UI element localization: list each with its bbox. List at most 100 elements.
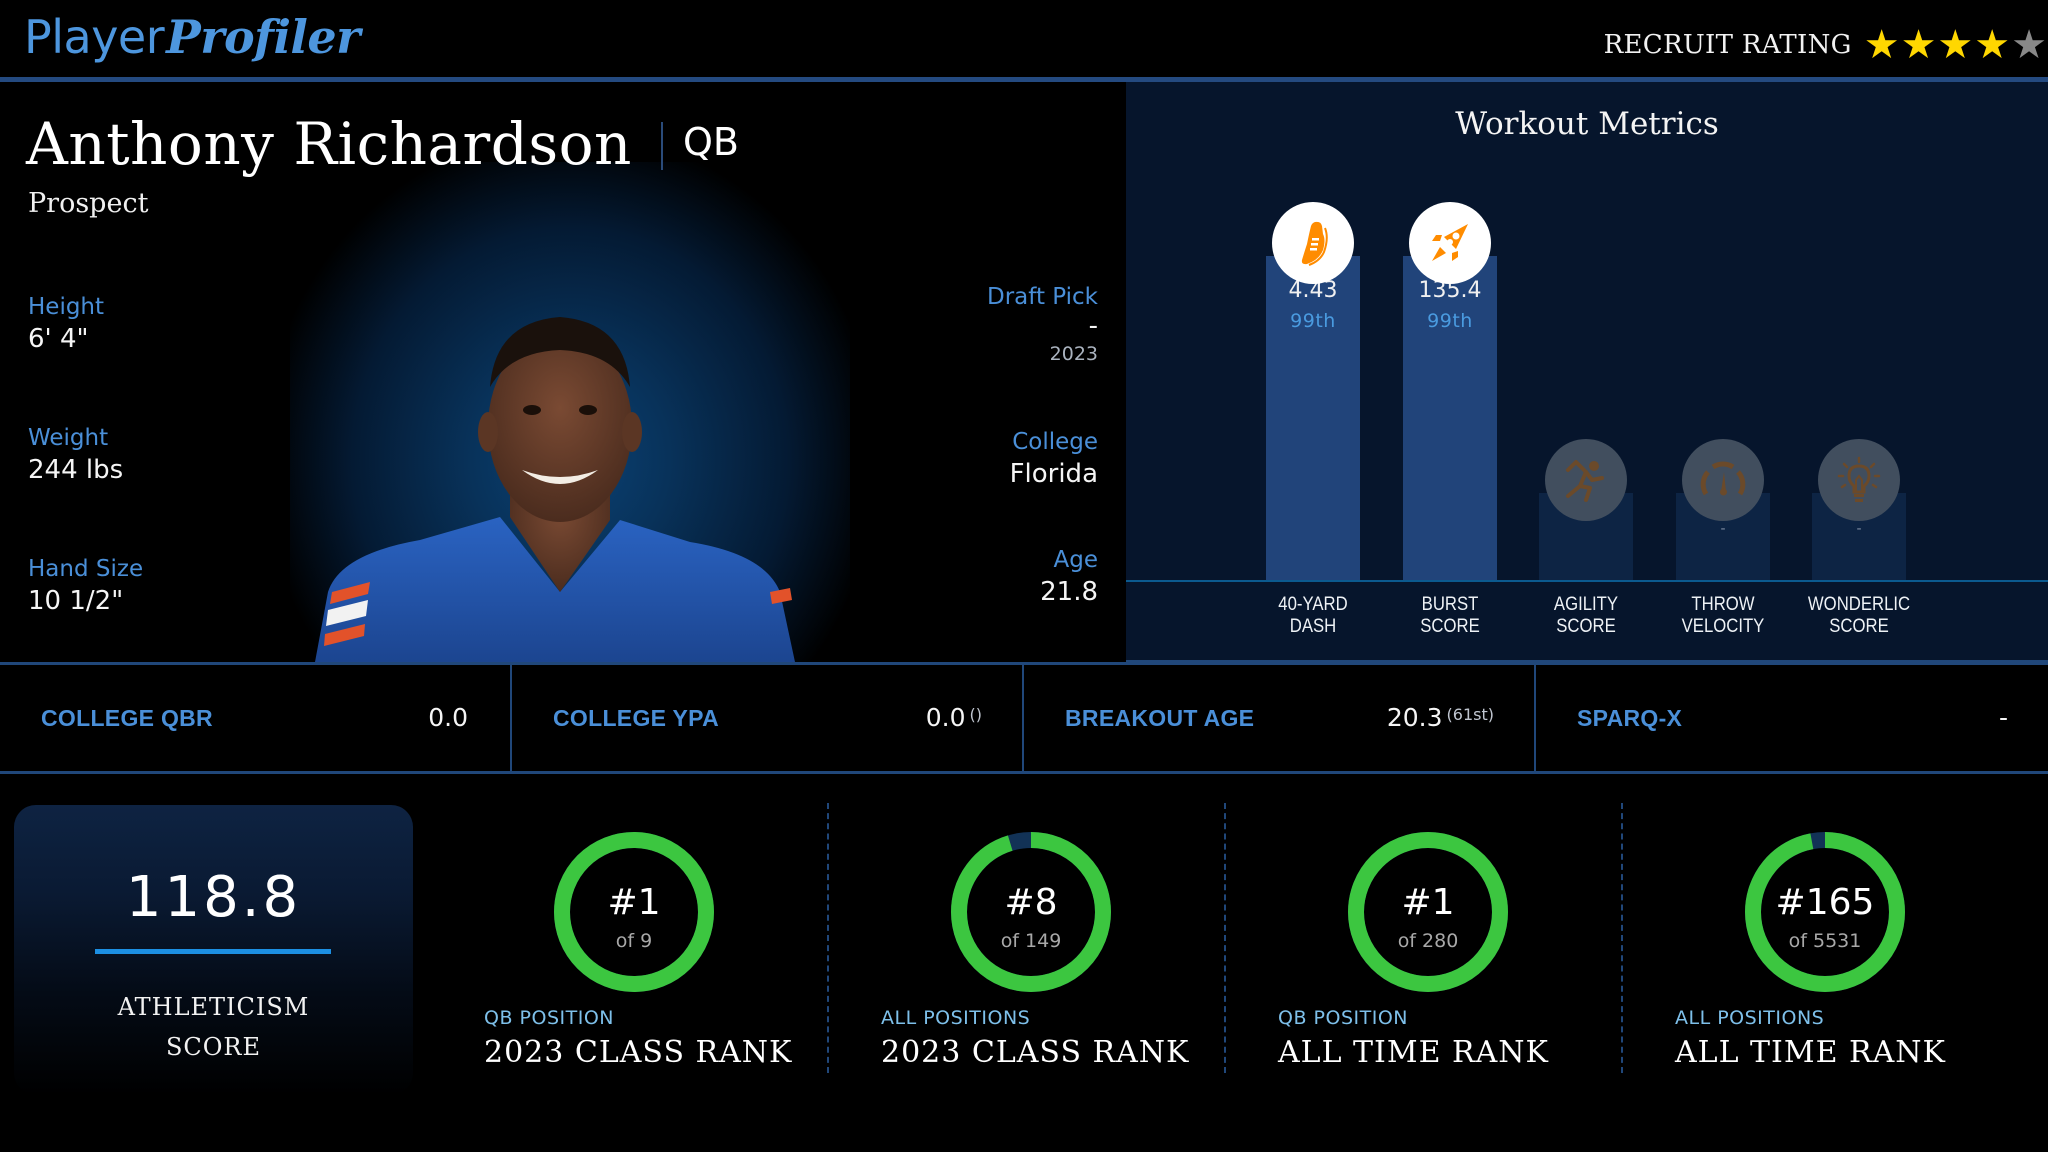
stat-value: Florida bbox=[1009, 459, 1098, 489]
metric-label-line-1: 40-YARD bbox=[1278, 594, 1348, 615]
metric-label-line-1: AGILITY bbox=[1553, 594, 1619, 615]
metric-bar-burst[interactable]: 135.4 99th bbox=[1403, 256, 1497, 580]
cell-value: 0.0() bbox=[926, 703, 982, 732]
player-profiler-logo[interactable]: PlayerProfiler bbox=[24, 10, 360, 64]
stat-cell-sparq-x: SPARQ-X - bbox=[1536, 665, 2048, 771]
stat-value: - bbox=[1088, 311, 1098, 341]
star-empty-icon: ★ bbox=[2011, 22, 2047, 68]
stat-cell-college-ypa: COLLEGE YPA 0.0() bbox=[512, 665, 1024, 771]
rankings-section: 118.8 ATHLETICISM SCORE #1 of 9 QB POSITIO… bbox=[0, 775, 2048, 1152]
rank-subtitle: ALL POSITIONS bbox=[881, 1007, 1031, 1029]
cell-label: COLLEGE QBR bbox=[41, 705, 213, 731]
star-filled-icon: ★ bbox=[1937, 22, 1974, 68]
rank-title: 2023 CLASS RANK bbox=[881, 1035, 1190, 1070]
star-filled-icon: ★ bbox=[1900, 22, 1937, 68]
logo-text-profiler: Profiler bbox=[166, 10, 360, 64]
stat-value: 10 1/2" bbox=[28, 586, 124, 616]
metric-label-line-1: WONDERLIC bbox=[1807, 594, 1911, 615]
rank-total: of 280 bbox=[1397, 930, 1459, 952]
rank-ring-icon bbox=[1348, 832, 1508, 992]
cell-value-main: - bbox=[1998, 703, 2008, 732]
stat-hand-size: Hand Size 10 1/2" bbox=[28, 554, 143, 618]
athleticism-score-card: 118.8 ATHLETICISM SCORE bbox=[14, 805, 413, 1095]
player-position: QB bbox=[683, 120, 739, 164]
player-bio-panel: Anthony Richardson QB Prospect Height 6'… bbox=[0, 82, 1126, 662]
rank-title: ALL TIME RANK bbox=[1675, 1035, 1946, 1070]
rank-title: ALL TIME RANK bbox=[1278, 1035, 1549, 1070]
athleticism-score-value: 118.8 bbox=[125, 865, 302, 930]
metric-label-line-2: VELOCITY bbox=[1681, 616, 1765, 637]
name-position-divider bbox=[661, 122, 663, 170]
metric-label: THROW VELOCITY bbox=[1653, 594, 1794, 638]
workout-metrics-title: Workout Metrics bbox=[1455, 106, 1719, 142]
metric-label: AGILITY SCORE bbox=[1516, 594, 1657, 638]
metric-label: 40-YARD DASH bbox=[1243, 594, 1384, 638]
rank-number: #165 bbox=[1775, 882, 1875, 923]
rank-ring-icon bbox=[554, 832, 714, 992]
recruit-rating: RECRUIT RATING ★★★★★ bbox=[1604, 24, 2048, 66]
stat-weight: Weight 244 lbs bbox=[28, 423, 123, 487]
stat-sub: 2023 bbox=[1049, 343, 1098, 365]
cell-value-main: 0.0 bbox=[428, 703, 468, 732]
star-filled-icon: ★ bbox=[1863, 22, 1900, 68]
cell-value-main: 0.0 bbox=[925, 703, 966, 732]
running-shoe-icon bbox=[1272, 202, 1354, 284]
rank-subtitle: QB POSITION bbox=[484, 1007, 614, 1029]
athleticism-underline bbox=[95, 949, 331, 954]
metric-bar-40-yard[interactable]: 4.43 99th bbox=[1266, 256, 1360, 580]
rank-divider bbox=[1621, 803, 1623, 1073]
metric-label-line-2: SCORE bbox=[1420, 616, 1480, 637]
logo-text-player: Player bbox=[24, 10, 165, 64]
cell-label: SPARQ-X bbox=[1577, 705, 1683, 731]
stat-age: Age 21.8 bbox=[1040, 545, 1098, 609]
cell-value: 0.0 bbox=[428, 703, 468, 732]
athleticism-score-label: ATHLETICISM SCORE bbox=[14, 987, 413, 1067]
rank-ring-icon bbox=[1745, 832, 1905, 992]
rank-divider bbox=[827, 803, 829, 1073]
top-header: PlayerProfiler RECRUIT RATING ★★★★★ bbox=[0, 0, 2048, 78]
lightbulb-icon bbox=[1818, 439, 1900, 521]
rank-block-3: #1 of 280 QB POSITION ALL TIME RANK bbox=[1224, 775, 1621, 1152]
stat-value: 244 lbs bbox=[28, 455, 124, 485]
cell-value-main: 20.3 bbox=[1386, 703, 1443, 732]
label-line-1: ATHLETICISM bbox=[117, 993, 310, 1021]
rank-number: #8 bbox=[1004, 882, 1058, 923]
stat-college: College Florida bbox=[1010, 427, 1098, 491]
stat-label: College bbox=[1012, 429, 1098, 455]
sprinter-icon bbox=[1545, 439, 1627, 521]
metric-value: - bbox=[1720, 521, 1726, 537]
label-line-2: SCORE bbox=[165, 1033, 262, 1061]
stat-value: 6' 4" bbox=[28, 324, 89, 354]
stat-cell-breakout-age: BREAKOUT AGE 20.3 (61st) bbox=[1024, 665, 1536, 771]
workout-metrics-panel: Workout Metrics 4.43 99th 40-YARD DASH 135.4… bbox=[1126, 82, 2048, 662]
metric-value: - bbox=[1856, 521, 1862, 537]
speedometer-icon bbox=[1682, 439, 1764, 521]
rank-ring-icon bbox=[951, 832, 1111, 992]
recruit-rating-label: RECRUIT RATING bbox=[1603, 30, 1852, 60]
stat-cell-college-qbr: COLLEGE QBR 0.0 bbox=[0, 665, 512, 771]
cell-label: COLLEGE YPA bbox=[553, 705, 720, 731]
cell-value: 20.3 (61st) bbox=[1387, 703, 1494, 732]
rank-total: of 5531 bbox=[1788, 930, 1862, 952]
metric-percentile: 99th bbox=[1290, 310, 1336, 332]
rank-total: of 9 bbox=[615, 930, 653, 952]
cell-value-sub: () bbox=[969, 705, 982, 724]
metric-percentile: 99th bbox=[1427, 310, 1473, 332]
player-headshot-photo bbox=[315, 317, 795, 662]
header-divider bbox=[0, 77, 2048, 82]
metric-label-line-2: SCORE bbox=[1829, 616, 1889, 637]
rank-number: #1 bbox=[1401, 882, 1455, 923]
metric-label-line-2: DASH bbox=[1289, 616, 1337, 637]
star-filled-icon: ★ bbox=[1974, 22, 2011, 68]
rank-block-2: #8 of 149 ALL POSITIONS 2023 CLASS RANK bbox=[827, 775, 1224, 1152]
rank-block-1: #1 of 9 QB POSITION 2023 CLASS RANK bbox=[430, 775, 827, 1152]
metric-label: WONDERLIC SCORE bbox=[1789, 594, 1930, 638]
stat-height: Height 6' 4" bbox=[28, 292, 104, 356]
metric-label-line-1: THROW bbox=[1691, 594, 1755, 615]
panel-bottom-border bbox=[1126, 660, 2048, 662]
rank-divider bbox=[1224, 803, 1226, 1073]
cell-value-sub: (61st) bbox=[1446, 705, 1494, 724]
player-status: Prospect bbox=[28, 188, 149, 219]
player-name: Anthony Richardson bbox=[26, 110, 632, 178]
stat-label: Hand Size bbox=[28, 556, 144, 582]
